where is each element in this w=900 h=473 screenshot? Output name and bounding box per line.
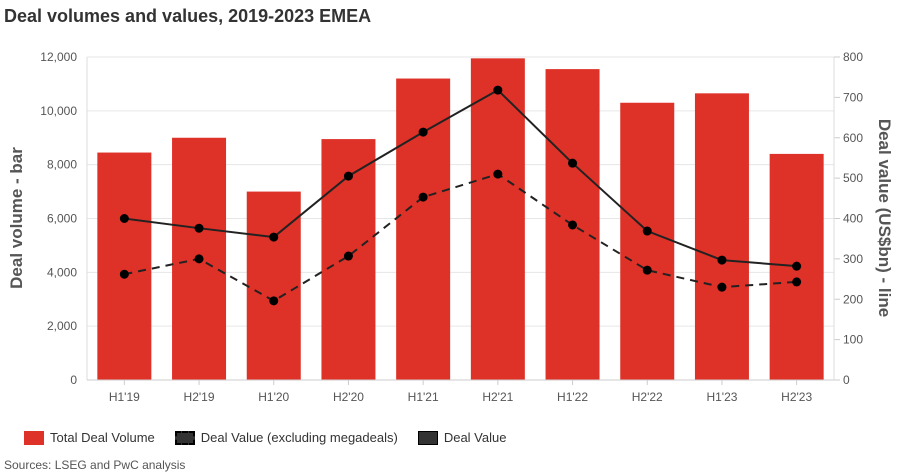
line-deal-value <box>124 88 797 268</box>
point-H2'21 <box>493 169 503 179</box>
chart-title: Deal volumes and values, 2019-2023 EMEA <box>4 6 372 26</box>
point-H2'23 <box>792 261 802 271</box>
legend-label: Deal Value <box>443 430 507 445</box>
point-H1'20 <box>269 232 279 242</box>
y-axis-title: Deal volume - bar <box>7 147 26 289</box>
line-deal-value-excluding-megadeals- <box>124 172 797 303</box>
point-H2'20 <box>343 171 353 181</box>
point-H2'22 <box>642 226 652 236</box>
bar-H1'20 <box>246 191 301 380</box>
x-tick-label: H1'20 <box>258 390 289 404</box>
point-H2'22 <box>642 265 652 275</box>
point-H1'19 <box>119 269 129 279</box>
point-H1'20 <box>269 296 279 306</box>
legend-swatch <box>174 430 195 445</box>
point-H2'19 <box>194 223 204 233</box>
y2-axis-title: Deal value (US$bn) - line <box>875 119 894 317</box>
legend-item-deal-value[interactable]: Deal Value <box>417 430 507 445</box>
y-tick-label: 4,000 <box>47 265 77 279</box>
point-H2'21 <box>493 85 503 95</box>
x-tick-label: H2'20 <box>333 390 364 404</box>
point-H1'21 <box>418 127 428 137</box>
y2-tick-label: 800 <box>843 50 863 64</box>
x-tick-label: H2'23 <box>781 390 812 404</box>
y2-tick-label: 700 <box>843 90 863 104</box>
y-tick-label: 10,000 <box>40 104 77 118</box>
y2-tick-label: 0 <box>843 373 850 387</box>
legend-item-deal-value-excl[interactable]: Deal Value (excluding megadeals) <box>174 430 398 445</box>
y-tick-label: 2,000 <box>47 319 77 333</box>
legend-label: Deal Value (excluding megadeals) <box>200 430 398 445</box>
legend: Total Deal Volume Deal Value (excluding … <box>24 430 506 445</box>
x-tick-label: H1'19 <box>109 390 140 404</box>
x-tick-label: H2'19 <box>184 390 215 404</box>
point-H2'19 <box>194 254 204 264</box>
y2-tick-label: 200 <box>843 292 863 306</box>
point-H2'23 <box>792 277 802 287</box>
bar-H1'23 <box>694 93 749 381</box>
y2-tick-label: 100 <box>843 333 863 347</box>
x-tick-label: H2'21 <box>482 390 513 404</box>
point-H1'21 <box>418 192 428 202</box>
source-note: Sources: LSEG and PwC analysis <box>4 458 186 472</box>
y-tick-label: 8,000 <box>47 158 77 172</box>
y-tick-label: 0 <box>70 373 77 387</box>
y2-tick-label: 400 <box>843 212 863 226</box>
x-tick-label: H1'22 <box>557 390 588 404</box>
bar-H2'22 <box>620 102 675 380</box>
point-H1'23 <box>717 255 727 265</box>
x-tick-label: H2'22 <box>632 390 663 404</box>
point-H1'19 <box>119 214 129 223</box>
y2-tick-label: 300 <box>843 252 863 266</box>
point-H2'20 <box>343 251 353 261</box>
bar-H1'19 <box>97 152 152 380</box>
x-tick-label: H1'23 <box>706 390 737 404</box>
legend-label: Total Deal Volume <box>50 430 155 445</box>
legend-item-total-deal-volume[interactable]: Total Deal Volume <box>24 430 155 445</box>
point-H1'23 <box>717 282 727 292</box>
y2-tick-label: 600 <box>843 131 863 145</box>
y-tick-label: 12,000 <box>40 50 77 64</box>
y2-tick-label: 500 <box>843 171 863 185</box>
legend-swatch <box>417 430 438 445</box>
bar-H2'21 <box>470 58 525 381</box>
y-tick-label: 6,000 <box>47 212 77 226</box>
chart: 0 2,000 4,000 6,000 8,000 10,000 12,000 0 100 200… <box>7 50 894 404</box>
bar-H1'21 <box>396 78 451 381</box>
point-H1'22 <box>568 158 578 168</box>
legend-swatch <box>24 430 44 445</box>
x-tick-label: H1'21 <box>408 390 439 404</box>
point-H1'22 <box>568 220 578 230</box>
